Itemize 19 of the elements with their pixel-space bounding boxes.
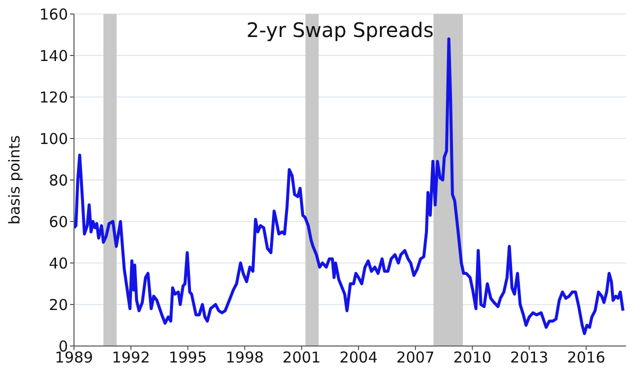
y-tick-label: 20 [48, 296, 68, 314]
y-axis-title: basis points [5, 135, 24, 225]
x-tick-label: 1995 [168, 348, 207, 367]
x-tick-label: 2004 [339, 348, 378, 367]
chart-title: 2-yr Swap Spreads [246, 18, 434, 42]
x-tick-label: 2016 [567, 348, 606, 367]
x-tick-label: 1992 [112, 348, 150, 367]
y-tick-label: 60 [48, 212, 68, 231]
y-tick-label: 80 [48, 171, 68, 190]
x-tick-label: 2010 [453, 348, 492, 367]
y-tick-label: 160 [39, 5, 68, 24]
x-tick-label: 1998 [226, 348, 264, 367]
y-tick-label: 120 [39, 88, 68, 106]
y-tick-label: 100 [39, 130, 68, 148]
x-tick-label: 2001 [282, 348, 321, 367]
x-tick-label: 2013 [510, 348, 548, 367]
y-tick-label: 40 [48, 254, 68, 272]
y-tick-label: 140 [39, 46, 68, 65]
x-tick-label: 2007 [396, 348, 435, 367]
